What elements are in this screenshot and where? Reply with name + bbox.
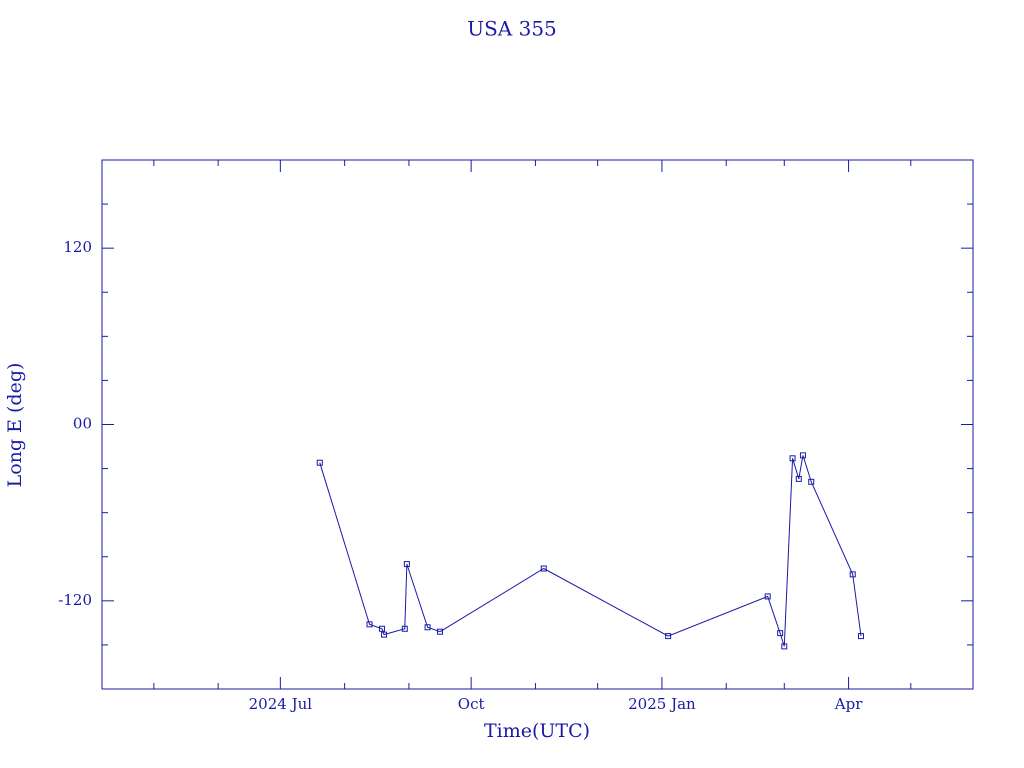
x-tick-label: 2024 Jul [249,695,313,713]
data-point [764,593,771,600]
data-point [401,625,408,632]
data-point [378,625,385,632]
data-point [777,630,784,637]
data-point [858,633,865,640]
plot-frame [101,159,974,690]
x-tick-label: Oct [458,695,485,713]
data-point [808,478,815,485]
y-tick-label: -120 [58,591,92,609]
data-point [366,621,373,628]
y-tick-label: 00 [73,415,92,433]
data-point [789,455,796,462]
data-line [319,455,862,647]
data-point [381,631,388,638]
chart-title: USA 355 [467,17,557,41]
data-point [424,624,431,631]
data-point [403,561,410,568]
data-point [316,459,323,466]
y-tick-label: 120 [63,238,92,256]
data-point [540,565,547,572]
data-point [437,628,444,635]
data-point [799,452,806,459]
x-tick-label: 2025 Jan [628,695,696,713]
data-point [781,643,788,650]
data-point [849,571,856,578]
y-axis-label: Long E (deg) [4,363,26,488]
x-tick-label: Apr [834,695,863,713]
data-point [795,475,802,482]
x-axis-label: Time(UTC) [484,720,590,742]
data-point [665,633,672,640]
